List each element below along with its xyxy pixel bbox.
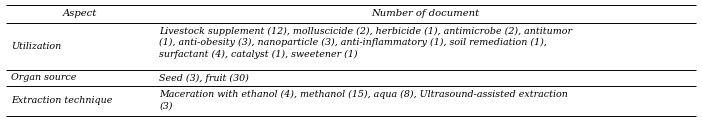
Text: Organ source: Organ source: [11, 73, 77, 82]
Text: Livestock supplement (12), molluscicide (2), herbicide (1), antimicrobe (2), ant: Livestock supplement (12), molluscicide …: [159, 26, 572, 59]
Text: Utilization: Utilization: [11, 42, 61, 51]
Text: Aspect: Aspect: [63, 9, 98, 18]
Text: Extraction technique: Extraction technique: [11, 96, 112, 105]
Text: Maceration with ethanol (4), methanol (15), aqua (8), Ultrasound-assisted extrac: Maceration with ethanol (4), methanol (1…: [159, 90, 568, 110]
Text: Number of document: Number of document: [371, 9, 479, 18]
Text: Seed (3), fruit (30): Seed (3), fruit (30): [159, 74, 249, 83]
